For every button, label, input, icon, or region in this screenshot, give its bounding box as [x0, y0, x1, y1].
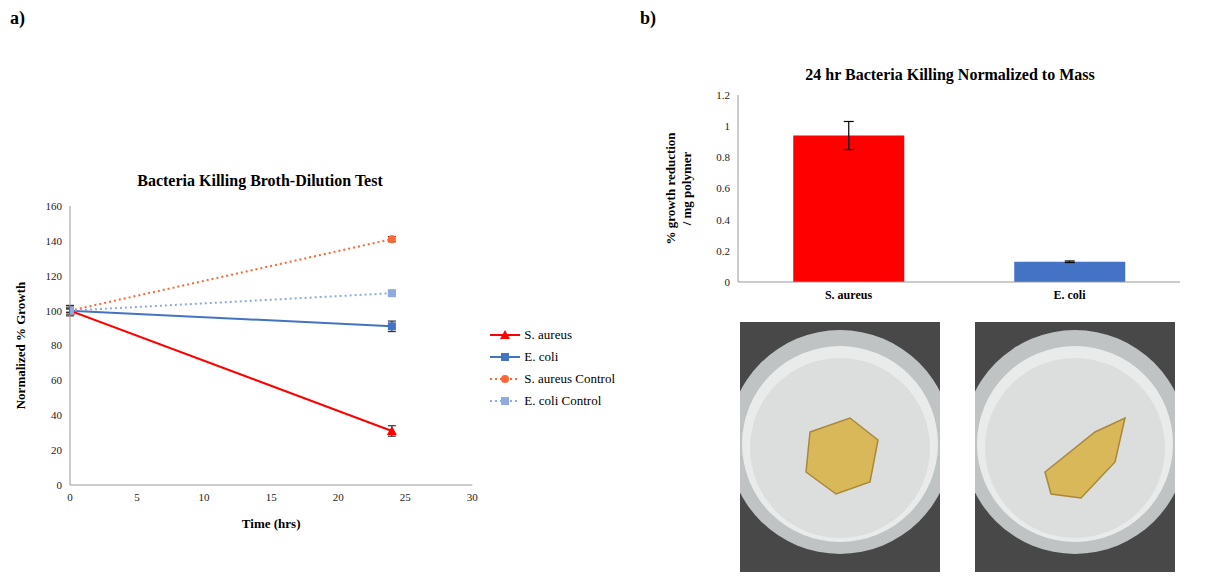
svg-text:120: 120	[46, 270, 63, 282]
svg-text:Time (hrs): Time (hrs)	[242, 516, 301, 531]
svg-text:S. aureus: S. aureus	[825, 288, 872, 302]
svg-text:25: 25	[400, 491, 412, 503]
html-text:b): b)	[640, 8, 656, 28]
svg-text:5: 5	[134, 491, 140, 503]
svg-text:80: 80	[51, 339, 63, 351]
svg-text:10: 10	[199, 491, 211, 503]
html-text:E. coli: E. coli	[524, 349, 559, 364]
svg-text:1: 1	[725, 120, 731, 132]
html-text:24 hr Bacteria Killing Normali: 24 hr Bacteria Killing Normalized to Mas…	[805, 66, 1095, 83]
html-text:S. aureus Control: S. aureus Control	[524, 371, 615, 386]
svg-text:0.6: 0.6	[716, 182, 730, 194]
svg-text:140: 140	[46, 235, 63, 247]
svg-text:30: 30	[467, 491, 479, 503]
svg-text:0.2: 0.2	[716, 245, 730, 257]
svg-text:Normalized % Growth: Normalized % Growth	[13, 281, 28, 409]
html-text:S. aureus: S. aureus	[524, 327, 572, 342]
svg-text:100: 100	[46, 305, 63, 317]
svg-text:40: 40	[51, 409, 63, 421]
html-text:Bacteria Killing Broth-Dilutio: Bacteria Killing Broth-Dilution Test	[137, 172, 383, 189]
svg-text:0: 0	[725, 276, 731, 288]
svg-text:E. coli: E. coli	[1054, 288, 1087, 302]
svg-text:1.2: 1.2	[716, 90, 730, 101]
svg-text:60: 60	[51, 374, 63, 386]
svg-text:0.4: 0.4	[716, 214, 730, 226]
html-text:a): a)	[10, 8, 25, 28]
svg-text:160: 160	[46, 200, 63, 212]
svg-text:15: 15	[266, 491, 278, 503]
svg-text:0.8: 0.8	[716, 151, 730, 163]
svg-text:20: 20	[333, 491, 345, 503]
svg-text:% growth reduction/ mg polymer: % growth reduction/ mg polymer	[663, 132, 694, 245]
svg-text:0: 0	[67, 491, 73, 503]
svg-text:20: 20	[51, 444, 63, 456]
svg-text:0: 0	[57, 479, 63, 491]
html-text:E. coli Control: E. coli Control	[524, 393, 602, 408]
